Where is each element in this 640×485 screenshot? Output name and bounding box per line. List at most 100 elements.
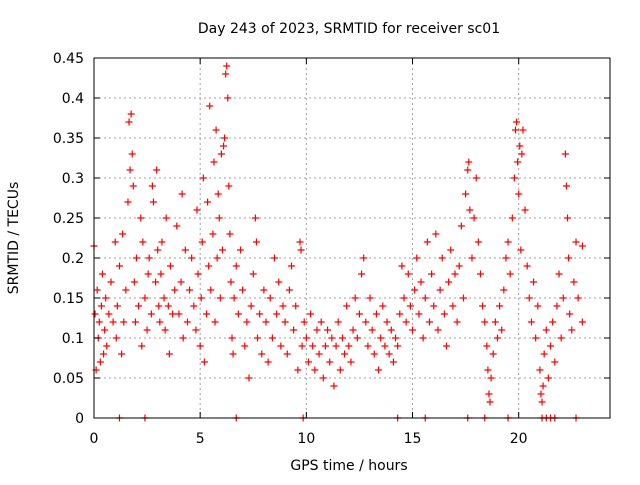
- data-point: [572, 238, 580, 246]
- data-point: [258, 350, 266, 358]
- data-point: [355, 310, 363, 318]
- data-point: [304, 358, 312, 366]
- data-point: [332, 342, 340, 350]
- data-point: [165, 350, 173, 358]
- data-point: [223, 62, 231, 70]
- data-point: [578, 318, 586, 326]
- data-point: [221, 134, 229, 142]
- data-point: [124, 198, 132, 206]
- data-point: [551, 358, 559, 366]
- data-point: [324, 326, 332, 334]
- data-point: [126, 166, 134, 174]
- data-point: [256, 310, 264, 318]
- data-point: [178, 190, 186, 198]
- data-point: [127, 110, 135, 118]
- data-point: [294, 366, 302, 374]
- data-point: [130, 278, 138, 286]
- y-tick-label: 0.35: [53, 131, 84, 147]
- data-point: [413, 254, 421, 262]
- data-point: [119, 230, 127, 238]
- data-point: [138, 342, 146, 350]
- y-tick-label: 0.2: [62, 251, 84, 267]
- data-point: [502, 254, 510, 262]
- data-point: [562, 182, 570, 190]
- data-point: [218, 246, 226, 254]
- data-point: [226, 230, 234, 238]
- data-point: [96, 358, 104, 366]
- data-point: [442, 342, 450, 350]
- data-point: [212, 126, 220, 134]
- data-point: [345, 342, 353, 350]
- data-point: [530, 278, 538, 286]
- data-point: [300, 318, 308, 326]
- data-point: [290, 326, 298, 334]
- data-point: [400, 294, 408, 302]
- data-point: [173, 222, 181, 230]
- data-point: [162, 214, 170, 222]
- data-point: [118, 350, 126, 358]
- data-point: [549, 318, 557, 326]
- data-point: [553, 302, 561, 310]
- data-point: [537, 390, 545, 398]
- data-point: [225, 182, 233, 190]
- chart-title: Day 243 of 2023, SRMTID for receiver sc0…: [198, 21, 500, 37]
- data-point: [559, 294, 567, 302]
- data-point: [260, 286, 268, 294]
- data-point: [128, 150, 136, 158]
- data-point: [570, 278, 578, 286]
- data-point: [249, 270, 257, 278]
- data-point: [474, 238, 482, 246]
- data-point: [523, 262, 531, 270]
- data-point: [462, 190, 470, 198]
- data-point: [251, 214, 259, 222]
- data-point: [171, 286, 179, 294]
- data-point: [330, 382, 338, 390]
- data-point: [292, 302, 300, 310]
- data-point: [91, 310, 99, 318]
- data-point: [175, 310, 183, 318]
- data-point: [436, 286, 444, 294]
- data-point: [179, 334, 187, 342]
- data-point: [125, 118, 133, 126]
- data-point: [532, 334, 540, 342]
- data-point: [177, 278, 185, 286]
- data-point: [93, 286, 101, 294]
- data-point: [213, 254, 221, 262]
- data-point: [283, 350, 291, 358]
- data-point: [209, 230, 217, 238]
- data-point: [102, 294, 110, 302]
- data-point: [210, 158, 218, 166]
- data-point: [107, 278, 115, 286]
- data-point: [449, 302, 457, 310]
- data-point: [514, 158, 522, 166]
- data-point: [109, 318, 117, 326]
- data-point: [95, 318, 103, 326]
- data-point: [247, 302, 255, 310]
- data-point: [156, 318, 164, 326]
- data-point: [147, 310, 155, 318]
- data-point: [275, 278, 283, 286]
- data-point: [470, 214, 478, 222]
- data-point: [415, 310, 423, 318]
- data-point: [353, 334, 361, 342]
- data-point: [120, 318, 128, 326]
- y-tick-label: 0.1: [62, 331, 84, 347]
- data-point: [157, 270, 165, 278]
- data-point: [285, 286, 293, 294]
- x-tick-label: 20: [510, 431, 528, 447]
- data-point: [362, 318, 370, 326]
- data-point: [542, 326, 550, 334]
- data-point: [421, 294, 429, 302]
- data-point: [321, 342, 329, 350]
- data-point: [430, 302, 438, 310]
- data-point: [243, 318, 251, 326]
- data-point: [351, 294, 359, 302]
- data-point: [349, 326, 357, 334]
- data-point: [302, 334, 310, 342]
- data-point: [515, 190, 523, 198]
- data-point: [222, 70, 230, 78]
- data-point: [328, 334, 336, 342]
- data-point: [266, 294, 274, 302]
